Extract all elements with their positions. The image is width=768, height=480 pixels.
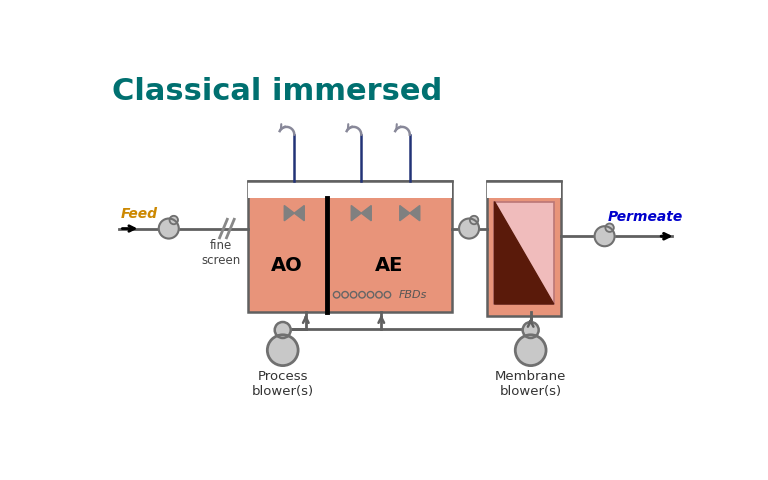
Text: Feed: Feed bbox=[121, 207, 158, 221]
Text: Classical immersed: Classical immersed bbox=[112, 77, 442, 106]
Circle shape bbox=[267, 335, 298, 366]
Circle shape bbox=[515, 335, 546, 366]
Bar bbox=[487, 181, 561, 198]
Polygon shape bbox=[351, 205, 361, 221]
Circle shape bbox=[275, 322, 291, 338]
Text: Permeate: Permeate bbox=[607, 210, 683, 224]
Polygon shape bbox=[284, 205, 294, 221]
Bar bbox=[495, 202, 554, 304]
Circle shape bbox=[170, 216, 178, 224]
Bar bbox=[248, 181, 452, 198]
Text: Process
blower(s): Process blower(s) bbox=[252, 370, 314, 398]
Circle shape bbox=[470, 216, 478, 224]
Circle shape bbox=[605, 224, 614, 232]
Polygon shape bbox=[294, 205, 304, 221]
Polygon shape bbox=[495, 202, 554, 304]
Polygon shape bbox=[361, 205, 371, 221]
Bar bbox=[487, 181, 561, 315]
Text: Membrane
blower(s): Membrane blower(s) bbox=[495, 370, 566, 398]
Bar bbox=[248, 181, 452, 312]
Circle shape bbox=[594, 226, 614, 246]
Text: FBDs: FBDs bbox=[399, 290, 426, 300]
Polygon shape bbox=[410, 205, 420, 221]
Circle shape bbox=[523, 322, 538, 338]
Text: AO: AO bbox=[270, 256, 303, 275]
Text: fine
screen: fine screen bbox=[201, 240, 240, 267]
Text: AE: AE bbox=[375, 256, 403, 275]
Circle shape bbox=[459, 218, 479, 239]
Circle shape bbox=[159, 218, 179, 239]
Polygon shape bbox=[400, 205, 410, 221]
